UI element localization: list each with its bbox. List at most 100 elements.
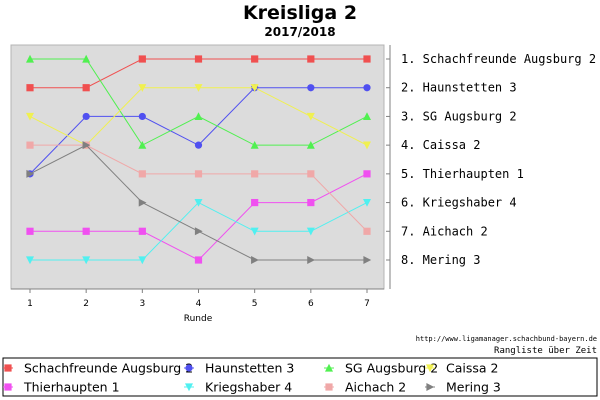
series-point — [194, 112, 203, 121]
series-point — [82, 84, 90, 92]
series-point — [138, 84, 147, 92]
legend-label: Mering 3 — [446, 380, 501, 395]
series-point — [250, 84, 259, 92]
legend-label: Haunstetten 3 — [205, 361, 294, 376]
x-tick-label: 5 — [252, 299, 258, 309]
credit-text: Rangliste über Zeit — [494, 346, 597, 356]
series-point — [307, 170, 315, 178]
y-axis-ticks: 1. Schachfreunde Augsburg 2 2. Haunstette… — [386, 52, 596, 267]
series-point — [307, 84, 315, 92]
series-point — [251, 198, 259, 207]
x-tick-label: 2 — [83, 299, 89, 309]
series-point — [138, 112, 146, 121]
series-point — [363, 198, 371, 207]
legend-label: Aichach 2 — [345, 380, 406, 395]
series-point — [82, 227, 90, 235]
legend-item: Kriegshaber 4 — [184, 380, 292, 395]
series-point — [194, 170, 203, 178]
series-point — [138, 55, 146, 63]
series-group — [26, 55, 371, 92]
x-axis-ticks: 1 2 3 4 5 6 7 — [27, 289, 370, 309]
series-layer — [26, 54, 372, 265]
legend-label: Kriegshaber 4 — [205, 380, 292, 395]
series-point — [251, 170, 259, 178]
legend-item: Mering 3 — [425, 380, 501, 395]
plot-area — [10, 44, 385, 290]
legend-label: Schachfreunde Augsburg 2 — [24, 361, 193, 376]
legend-marker — [4, 383, 12, 391]
rank-label: 8. Mering 3 — [401, 253, 480, 267]
series-point — [250, 140, 259, 149]
series-point — [138, 256, 147, 265]
series-point — [194, 227, 203, 236]
series-group — [26, 170, 371, 264]
series-point — [363, 227, 371, 235]
series-point — [363, 55, 371, 63]
x-tick-label: 7 — [364, 299, 370, 309]
rank-label: 6. Kriegshaber 4 — [401, 196, 517, 210]
legend-label: Thierhaupten 1 — [23, 380, 120, 395]
series-point — [250, 227, 259, 236]
series-point — [138, 170, 146, 178]
rank-label: 2. Haunstetten 3 — [401, 81, 517, 95]
legend-item: Schachfreunde Augsburg 2 — [3, 361, 193, 376]
series-point — [26, 54, 34, 63]
series-point — [307, 256, 316, 264]
legend-marker — [325, 363, 333, 372]
legend-box — [2, 357, 598, 397]
series-point — [363, 84, 371, 92]
x-tick-label: 6 — [308, 299, 314, 309]
series-point — [26, 84, 34, 92]
legend-item: Thierhaupten 1 — [3, 380, 120, 395]
series-point — [26, 112, 34, 121]
series-point — [82, 141, 91, 150]
legend-item: Aichach 2 — [324, 380, 406, 395]
x-tick-label: 3 — [139, 299, 145, 309]
legend-label: Caissa 2 — [446, 361, 498, 376]
series-point — [194, 84, 203, 92]
series-point — [194, 256, 203, 264]
series-point — [306, 140, 315, 149]
series-point — [26, 169, 35, 178]
x-axis-label: Runde — [184, 314, 213, 324]
series-point — [194, 198, 203, 207]
legend-marker — [185, 364, 193, 372]
legend-item: SG Augsburg 2 — [324, 361, 438, 376]
legend-marker — [185, 383, 193, 392]
series-point — [26, 141, 34, 149]
legend-item: Haunstetten 3 — [184, 361, 294, 376]
series-point — [363, 256, 372, 264]
rank-label: 4. Caissa 2 — [401, 138, 480, 152]
series-point — [363, 141, 371, 150]
series-point — [138, 140, 147, 149]
legend-marker — [4, 364, 12, 372]
series-point — [194, 55, 203, 63]
series-point — [194, 141, 203, 149]
series-point — [82, 54, 91, 63]
legend: Schachfreunde Augsburg 2 Haunstetten 3 SG … — [3, 361, 501, 395]
series-point — [138, 198, 147, 207]
legend-label: SG Augsburg 2 — [345, 361, 438, 376]
rank-label: 3. SG Augsburg 2 — [401, 109, 517, 123]
chart-subtitle: 2017/2018 — [264, 25, 335, 39]
series-group — [26, 54, 371, 149]
legend-marker — [325, 383, 333, 391]
x-tick-label: 1 — [27, 299, 33, 309]
x-tick-label: 4 — [196, 299, 202, 309]
rank-label: 5. Thierhaupten 1 — [401, 167, 524, 181]
series-point — [363, 112, 371, 121]
legend-marker — [426, 364, 434, 373]
series-point — [138, 227, 146, 235]
series-point — [251, 256, 259, 264]
legend-item: Caissa 2 — [425, 361, 498, 376]
credit-url: http://www.ligamanager.schachbund-bayern… — [416, 335, 597, 343]
rank-label: 7. Aichach 2 — [401, 224, 488, 238]
rank-label: 1. Schachfreunde Augsburg 2 — [401, 52, 596, 66]
series-group — [26, 141, 372, 264]
chart-title: Kreisliga 2 — [243, 2, 357, 24]
series-point — [26, 227, 34, 235]
series-point — [82, 112, 90, 121]
series-point — [307, 55, 315, 63]
series-point — [306, 227, 315, 236]
